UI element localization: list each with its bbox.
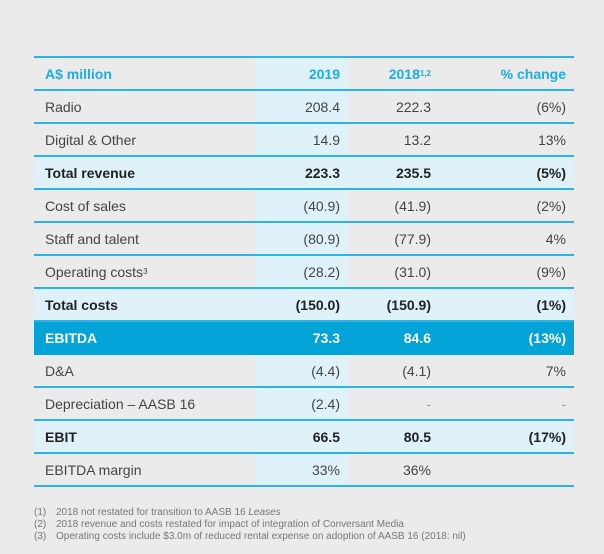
value-change: (6%): [536, 98, 566, 115]
value-2018: 235.5: [395, 164, 431, 181]
footnote-body: 2018 revenue and costs restated for impa…: [56, 519, 404, 530]
header-2019: 2019: [255, 58, 347, 89]
row-label-text: Staff and talent: [45, 230, 139, 247]
value-2018: (41.9): [394, 197, 431, 214]
value-2019: (150.0): [255, 289, 347, 320]
row-label: Staff and talent: [34, 223, 255, 254]
value-2019: 14.9: [255, 124, 347, 155]
row-label-text: D&A: [45, 362, 74, 379]
table-row: EBITDA margin 33% 36%: [34, 454, 574, 487]
value-change: -: [561, 395, 566, 412]
header-2018: 2018 1,2: [347, 58, 437, 89]
row-label-text: Total revenue: [45, 164, 135, 181]
value-change: 4%: [545, 230, 566, 247]
table-row: Digital & Other 14.9 13.2 13%: [34, 124, 574, 157]
table-row: Depreciation – AASB 16 (2.4) - -: [34, 388, 574, 421]
footnote-text: Operating costs include $3.0m of reduced…: [56, 531, 466, 543]
row-label-text: Radio: [45, 98, 82, 115]
value-2018: (31.0): [394, 263, 431, 280]
value-2019: (4.4): [255, 355, 347, 386]
header-change: % change: [500, 65, 566, 82]
value-2019: 223.3: [255, 157, 347, 188]
table-row: Cost of sales (40.9) (41.9) (2%): [34, 190, 574, 223]
footnote-text: 2018 revenue and costs restated for impa…: [56, 519, 404, 531]
row-label: EBITDA: [34, 322, 255, 353]
row-label: Cost of sales: [34, 190, 255, 221]
footnote-key: (3): [34, 531, 47, 542]
row-label-text: Total costs: [45, 296, 118, 313]
footnote: (2) 2018 revenue and costs restated for i…: [34, 519, 466, 531]
row-label-text: Digital & Other: [45, 131, 137, 148]
value-2019: (40.9): [255, 190, 347, 221]
table-row: Total revenue 223.3 235.5 (5%): [34, 157, 574, 190]
value-2018: 84.6: [403, 329, 431, 346]
header-2018-sup: 1,2: [419, 69, 431, 78]
table-row: D&A (4.4) (4.1) 7%: [34, 355, 574, 388]
row-label: EBIT: [34, 421, 255, 452]
value-change: (17%): [528, 428, 566, 445]
value-2018: 222.3: [395, 98, 431, 115]
row-label: D&A: [34, 355, 255, 386]
table-row: Staff and talent (80.9) (77.9) 4%: [34, 223, 574, 256]
footnote-key: (2): [34, 519, 47, 530]
table-row: Operating costs 3 (28.2) (31.0) (9%): [34, 256, 574, 289]
footnote-body: Operating costs include $3.0m of reduced…: [56, 531, 466, 542]
row-label: Radio: [34, 91, 255, 122]
value-2019: 66.5: [255, 421, 347, 452]
row-label: Total costs: [34, 289, 255, 320]
value-2019: (80.9): [255, 223, 347, 254]
header-label: A$ million: [45, 65, 112, 82]
row-label: Operating costs 3: [34, 256, 255, 287]
value-change: (13%): [528, 329, 566, 346]
value-change: 13%: [537, 131, 566, 148]
footnotes: (1) 2018 not restated for transition to A…: [34, 507, 466, 543]
footnote-italic: Leases: [248, 507, 281, 518]
footnote-body: 2018 not restated for transition to AASB…: [56, 507, 249, 518]
footnote-text: 2018 not restated for transition to AASB…: [56, 507, 281, 519]
value-2018: -: [426, 395, 431, 412]
row-label-text: Operating costs: [45, 263, 144, 280]
value-change: (9%): [536, 263, 566, 280]
value-2019: (2.4): [255, 388, 347, 419]
table-body: Radio 208.4 222.3 (6%) Digital & Other 14.9 13…: [34, 91, 574, 487]
row-label: EBITDA margin: [34, 454, 255, 485]
row-label-text: EBITDA margin: [45, 461, 142, 478]
row-label-text: Cost of sales: [45, 197, 126, 214]
value-2019: 73.3: [312, 329, 340, 346]
row-label: Depreciation – AASB 16: [34, 388, 255, 419]
footnote-ref: 3: [143, 267, 148, 276]
value-change: (1%): [536, 296, 566, 313]
value-2018: 80.5: [403, 428, 431, 445]
value-change: (2%): [536, 197, 566, 214]
row-label-text: EBIT: [45, 428, 77, 445]
footnote: (3) Operating costs include $3.0m of redu…: [34, 531, 466, 543]
table-row: EBITDA 73.3 84.6 (13%): [34, 322, 574, 355]
table-row: Total costs (150.0) (150.9) (1%): [34, 289, 574, 322]
value-2019: 208.4: [255, 91, 347, 122]
value-change: [437, 454, 574, 485]
value-2019: 33%: [255, 454, 347, 485]
row-label: Digital & Other: [34, 124, 255, 155]
value-2018: (4.1): [402, 362, 431, 379]
footnote-key: (1): [34, 507, 47, 518]
table-row: EBIT 66.5 80.5 (17%): [34, 421, 574, 454]
header-2018-text: 2018: [388, 65, 420, 82]
value-2019: (28.2): [255, 256, 347, 287]
table-header: A$ million 2019 2018 1,2 % change: [34, 58, 574, 91]
value-change: 7%: [545, 362, 566, 379]
value-2018: 13.2: [403, 131, 431, 148]
value-2018: (150.9): [386, 296, 431, 313]
row-label: Total revenue: [34, 157, 255, 188]
row-label-text: Depreciation – AASB 16: [45, 395, 196, 412]
value-2018: (77.9): [394, 230, 431, 247]
row-label-text: EBITDA: [45, 329, 98, 346]
value-change: (5%): [536, 164, 566, 181]
footnote: (1) 2018 not restated for transition to A…: [34, 507, 466, 519]
value-2018: 36%: [402, 461, 431, 478]
table-row: Radio 208.4 222.3 (6%): [34, 91, 574, 124]
financial-table: A$ million 2019 2018 1,2 % change Radio 20…: [34, 56, 574, 487]
